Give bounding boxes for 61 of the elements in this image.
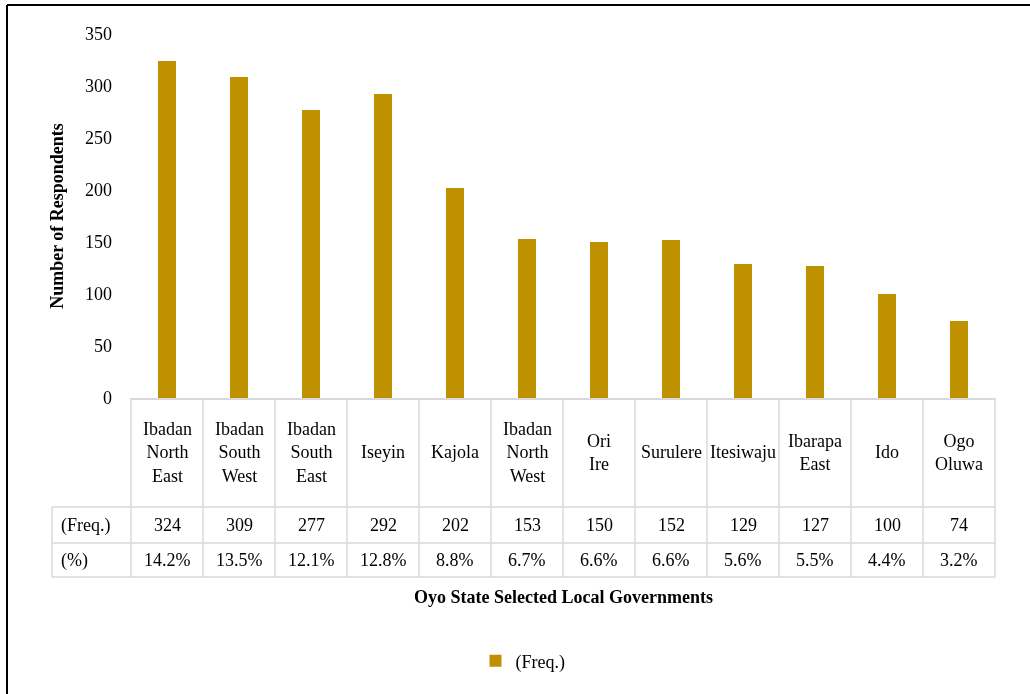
y-tick-label: 350 bbox=[85, 24, 112, 45]
data-label: 127 bbox=[802, 515, 829, 535]
data-label: 152 bbox=[658, 515, 685, 535]
data-label: 277 bbox=[298, 515, 325, 535]
y-tick-label: 250 bbox=[85, 128, 112, 149]
text: 12.8% bbox=[360, 550, 407, 570]
y-tick-label: 300 bbox=[85, 76, 112, 97]
bar bbox=[734, 264, 752, 398]
data-label: 309 bbox=[226, 515, 253, 535]
text: Oyo State Selected Local Governments bbox=[414, 587, 713, 607]
text: 14.2% bbox=[144, 550, 191, 570]
x-tick-label: Ibadan North East bbox=[143, 419, 192, 486]
x-tick-label: Ori Ire bbox=[587, 431, 611, 475]
x-tick-label: Ogo Oluwa bbox=[935, 431, 983, 475]
data-label: 153 bbox=[514, 515, 541, 535]
x-tick-label: Ibadan South East bbox=[287, 419, 336, 486]
data-label: 324 bbox=[154, 515, 181, 535]
x-tick-label: Iseyin bbox=[361, 442, 405, 462]
y-tick-label: 50 bbox=[94, 336, 112, 357]
text: 3.2% bbox=[940, 550, 978, 570]
bar bbox=[446, 188, 464, 398]
data-label: 150 bbox=[586, 515, 613, 535]
text: 13.5% bbox=[216, 550, 263, 570]
bar bbox=[662, 240, 680, 398]
x-tick-label: Ibadan South West bbox=[215, 419, 264, 486]
text: 5.6% bbox=[724, 550, 762, 570]
bar bbox=[374, 94, 392, 398]
y-tick-label: 0 bbox=[103, 388, 112, 409]
bar bbox=[518, 239, 536, 398]
text: (Freq.) bbox=[61, 515, 111, 535]
data-label: 100 bbox=[874, 515, 901, 535]
y-tick-label: 150 bbox=[85, 232, 112, 253]
text: 5.5% bbox=[796, 550, 834, 570]
y-tick-label: 100 bbox=[85, 284, 112, 305]
bar bbox=[950, 321, 968, 398]
data-label: 74 bbox=[950, 515, 968, 535]
data-label: 129 bbox=[730, 515, 757, 535]
text: 4.4% bbox=[868, 550, 906, 570]
x-tick-label: Ibarapa East bbox=[788, 431, 842, 475]
legend-label: (Freq.) bbox=[515, 651, 565, 673]
text: (%) bbox=[61, 550, 88, 571]
text: 6.6% bbox=[652, 550, 690, 570]
bar bbox=[302, 110, 320, 398]
bar bbox=[230, 77, 248, 398]
bar bbox=[590, 242, 608, 398]
x-tick-label: Kajola bbox=[431, 442, 479, 462]
text: 6.6% bbox=[580, 550, 618, 570]
y-axis-title: Number of Respondents bbox=[47, 123, 68, 309]
x-tick-label: Itesiwaju bbox=[710, 442, 776, 462]
x-tick-label: Surulere bbox=[641, 442, 702, 462]
x-tick-label: Ido bbox=[875, 442, 899, 462]
x-tick-label: Ibadan North West bbox=[503, 419, 552, 486]
text: 12.1% bbox=[288, 550, 335, 570]
text: 6.7% bbox=[508, 550, 546, 570]
text: 8.8% bbox=[436, 550, 474, 570]
data-label: 202 bbox=[442, 515, 469, 535]
bar bbox=[878, 294, 896, 398]
y-tick-label: 200 bbox=[85, 180, 112, 201]
bar bbox=[158, 61, 176, 398]
bar bbox=[806, 266, 824, 398]
data-label: 292 bbox=[370, 515, 397, 535]
